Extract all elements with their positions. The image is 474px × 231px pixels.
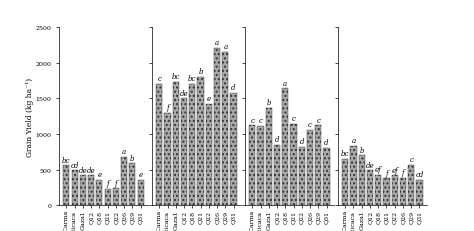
Bar	[198, 78, 204, 206]
Bar	[383, 179, 390, 206]
Text: de: de	[79, 166, 87, 174]
Bar	[257, 127, 264, 206]
Y-axis label: Grain Yield (kg ha⁻¹): Grain Yield (kg ha⁻¹)	[26, 77, 34, 156]
Text: d: d	[231, 83, 236, 91]
Text: e: e	[207, 95, 211, 103]
Bar	[307, 130, 313, 206]
Text: de: de	[87, 166, 95, 174]
Text: c: c	[250, 116, 254, 124]
Bar	[121, 157, 127, 206]
Bar	[315, 126, 321, 206]
Bar	[164, 113, 171, 206]
Text: a: a	[351, 137, 356, 145]
Text: f: f	[166, 103, 169, 111]
Bar	[105, 189, 111, 206]
Bar	[181, 99, 187, 206]
Text: c: c	[292, 115, 295, 123]
Text: bc: bc	[341, 150, 349, 158]
Text: cd: cd	[415, 170, 424, 178]
Bar	[214, 48, 220, 206]
Text: de: de	[365, 161, 374, 169]
Text: a: a	[223, 43, 228, 51]
Bar	[80, 176, 86, 206]
Bar	[249, 126, 255, 206]
Bar	[359, 156, 365, 206]
Text: a: a	[215, 39, 219, 47]
Text: a: a	[283, 79, 287, 87]
Text: e: e	[138, 170, 143, 178]
Text: d: d	[275, 135, 279, 143]
Bar	[375, 175, 381, 206]
Bar	[137, 180, 144, 206]
Bar	[291, 125, 297, 206]
Bar	[274, 145, 280, 206]
Bar	[173, 82, 179, 206]
Text: c: c	[308, 120, 312, 128]
Bar	[88, 176, 94, 206]
Text: b: b	[130, 154, 135, 162]
Bar	[350, 146, 356, 206]
Bar	[230, 93, 237, 206]
Bar	[265, 108, 272, 206]
Text: c: c	[409, 155, 413, 163]
Bar	[96, 180, 102, 206]
Bar	[222, 53, 228, 206]
Bar	[113, 188, 119, 206]
Text: b: b	[198, 68, 203, 76]
Text: bc: bc	[172, 73, 180, 81]
Bar	[129, 164, 136, 206]
Text: c: c	[157, 75, 161, 83]
Text: ef: ef	[375, 165, 382, 173]
Bar	[63, 166, 70, 206]
Text: d: d	[324, 138, 329, 146]
Text: b: b	[359, 146, 364, 154]
Bar	[282, 89, 288, 206]
Text: cd: cd	[71, 161, 79, 169]
Text: e: e	[97, 170, 101, 178]
Text: c: c	[259, 117, 263, 125]
Bar	[367, 171, 373, 206]
Text: bc: bc	[188, 75, 197, 83]
Bar	[323, 148, 329, 206]
Text: b: b	[266, 98, 271, 106]
Text: f: f	[106, 179, 109, 187]
Text: a: a	[122, 147, 126, 155]
Text: f: f	[385, 169, 388, 177]
Text: bc: bc	[62, 156, 71, 164]
Bar	[189, 85, 195, 206]
Text: f: f	[401, 168, 404, 176]
Text: de: de	[180, 89, 188, 97]
Bar	[416, 180, 423, 206]
Bar	[206, 105, 212, 206]
Text: d: d	[300, 137, 304, 146]
Text: ef: ef	[392, 166, 398, 174]
Text: f: f	[115, 179, 117, 187]
Bar	[392, 176, 398, 206]
Text: c: c	[316, 116, 320, 124]
Bar	[400, 178, 406, 206]
Bar	[156, 85, 163, 206]
Bar	[299, 147, 305, 206]
Bar	[342, 159, 348, 206]
Bar	[408, 165, 414, 206]
Bar	[72, 171, 78, 206]
